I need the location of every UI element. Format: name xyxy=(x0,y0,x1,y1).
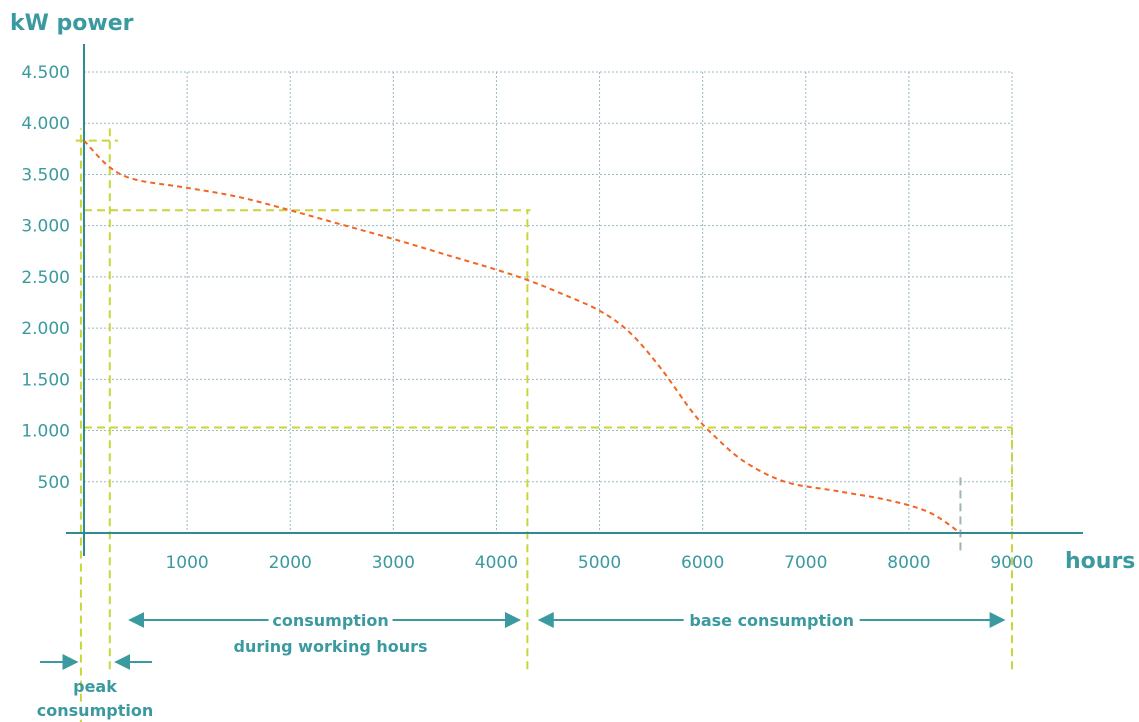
x-tick-label: 3000 xyxy=(372,553,415,573)
y-tick-label: 1.000 xyxy=(21,422,70,442)
x-tick-label: 9000 xyxy=(990,553,1033,573)
axes xyxy=(66,44,1083,556)
y-tick-label: 3.000 xyxy=(21,217,70,237)
working-hours-label-line1: consumption xyxy=(272,611,388,630)
y-tick-label: 2.000 xyxy=(21,319,70,339)
x-tick-label: 5000 xyxy=(578,553,621,573)
base-consumption-label: base consumption xyxy=(689,611,854,630)
x-tick-label: 2000 xyxy=(269,553,312,573)
peak-label-line2: consumption xyxy=(37,701,153,720)
y-tick-label: 4.500 xyxy=(21,63,70,83)
x-tick-label: 4000 xyxy=(475,553,518,573)
x-tick-label: 8000 xyxy=(887,553,930,573)
annotations: consumption during working hours base cons… xyxy=(37,611,1006,720)
peak-label-line1: peak xyxy=(73,677,117,696)
grid xyxy=(84,71,1013,533)
reference-lines xyxy=(75,128,1013,722)
y-axis-label: kW power xyxy=(10,11,134,36)
working-hours-label-line2: during working hours xyxy=(234,637,428,656)
x-tick-label: 7000 xyxy=(784,553,827,573)
load-duration-curve xyxy=(83,139,961,534)
x-axis-label: hours xyxy=(1065,549,1135,574)
curve-layer xyxy=(83,139,961,534)
x-tick-label: 6000 xyxy=(681,553,724,573)
y-tick-label: 2.500 xyxy=(21,268,70,288)
y-tick-label: 4.000 xyxy=(21,114,70,134)
y-tick-label: 1.500 xyxy=(21,370,70,390)
x-tick-label: 1000 xyxy=(165,553,208,573)
y-tick-label: 3.500 xyxy=(21,165,70,185)
y-tick-label: 500 xyxy=(38,473,70,493)
tick-labels: 1000 2000 3000 4000 5000 6000 7000 8000 9000 500 1… xyxy=(21,63,1033,573)
